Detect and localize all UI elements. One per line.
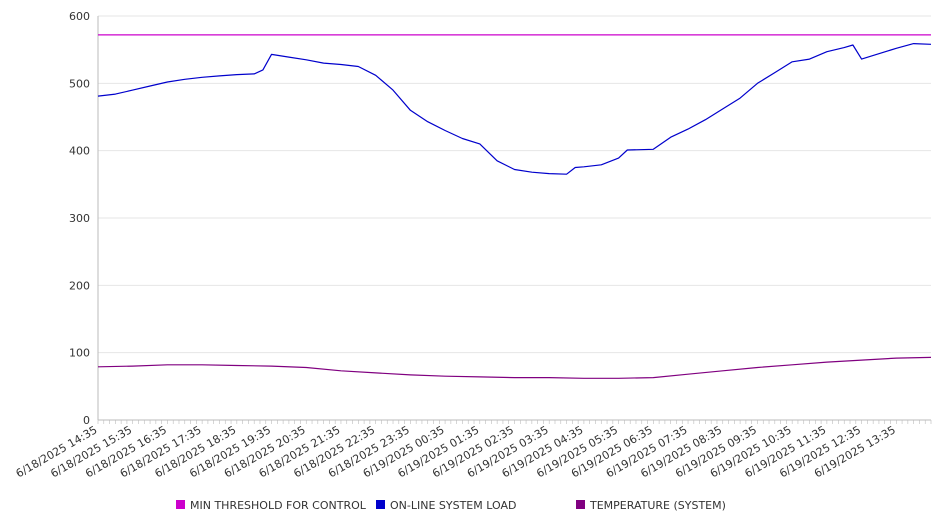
y-tick-label: 0 [83, 414, 90, 427]
grid-lines [98, 15, 931, 421]
legend-swatch [576, 500, 585, 509]
y-tick-label: 300 [69, 212, 90, 225]
legend-label: ON-LINE SYSTEM LOAD [390, 499, 516, 512]
legend-swatch [176, 500, 185, 509]
y-tick-label: 500 [69, 77, 90, 90]
legend-item: TEMPERATURE (SYSTEM) [576, 499, 726, 512]
y-tick-label: 200 [69, 279, 90, 292]
series-line-1 [97, 42, 932, 175]
legend: MIN THRESHOLD FOR CONTROL ON-LINE SYSTEM … [176, 499, 726, 512]
y-tick-labels: 0 100 200 300 400 500 600 [69, 10, 90, 427]
axes [97, 16, 932, 424]
y-tick-label: 600 [69, 10, 90, 23]
y-tick-label: 400 [69, 145, 90, 158]
legend-item: ON-LINE SYSTEM LOAD [376, 499, 516, 512]
y-tick-label: 100 [69, 347, 90, 360]
legend-label: MIN THRESHOLD FOR CONTROL [190, 499, 367, 512]
series-lines [97, 34, 932, 379]
legend-label: TEMPERATURE (SYSTEM) [589, 499, 726, 512]
legend-item: MIN THRESHOLD FOR CONTROL [176, 499, 367, 512]
legend-swatch [376, 500, 385, 509]
x-tick-labels: 6/18/2025 14:356/18/2025 15:356/18/2025 … [14, 423, 898, 480]
series-line-2 [97, 356, 932, 379]
